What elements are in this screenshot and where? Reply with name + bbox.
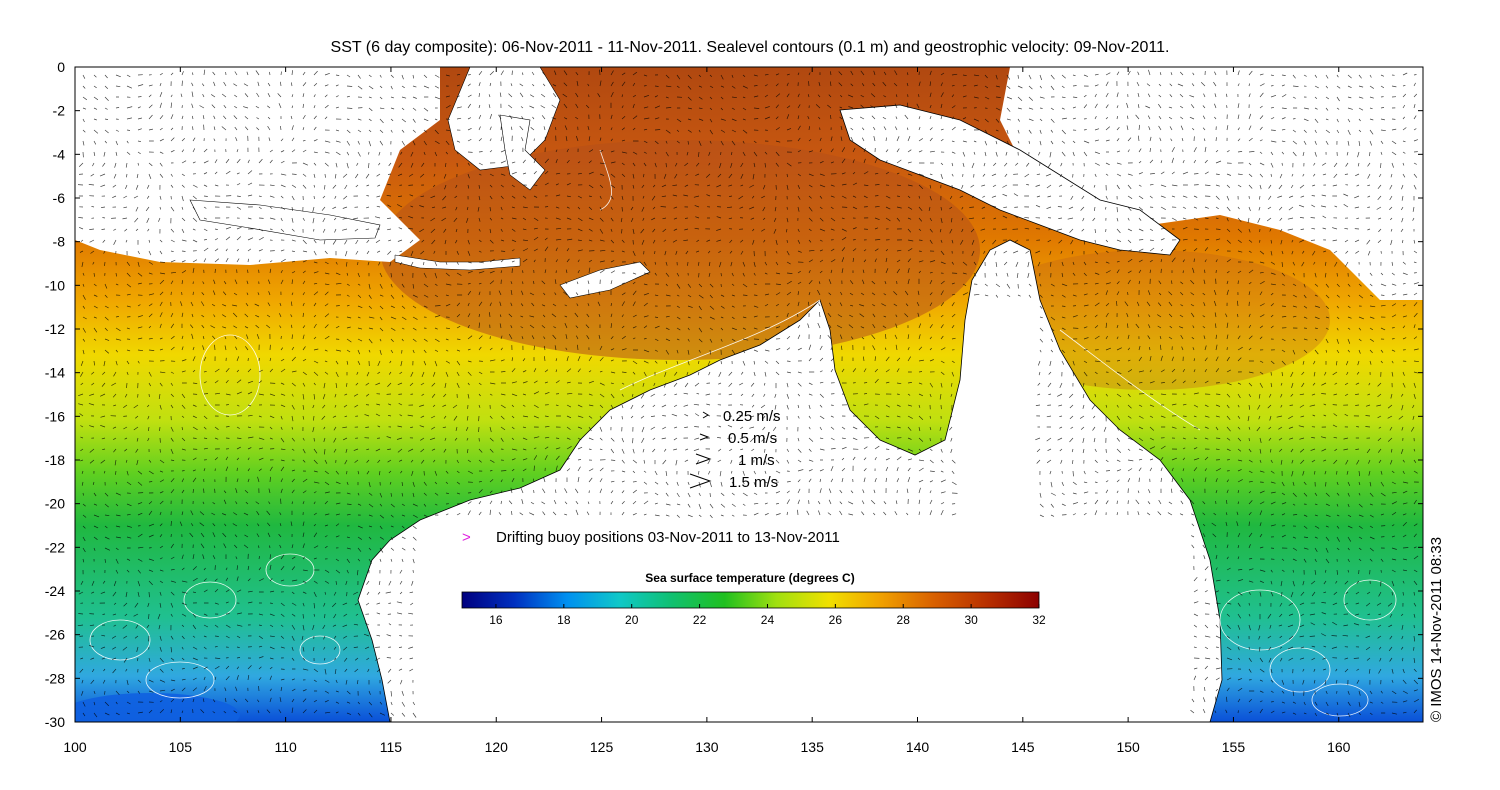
y-tick-label: -4 (53, 146, 66, 162)
velocity-arrow-0-5 (699, 433, 710, 441)
new-guinea-landmass (839, 104, 1181, 256)
velocity-arrows (77, 69, 1420, 718)
buoy-legend: > Drifting buoy positions 03-Nov-2011 to… (462, 529, 840, 546)
velocity-label-0-25: 0.25 m/s (723, 408, 781, 425)
x-tick-label: 160 (1327, 739, 1351, 755)
colorbar: Sea surface temperature (degrees C) 16 18… (461, 571, 1046, 627)
timor-landmass (559, 261, 651, 299)
warm-core-region (380, 140, 980, 360)
colorbar-scale (461, 591, 1040, 609)
colorbar-tick-label: 32 (1032, 613, 1046, 627)
velocity-label-0-5: 0.5 m/s (728, 430, 777, 447)
colorbar-tick-label: 30 (964, 613, 978, 627)
y-tick-label: -18 (45, 452, 65, 468)
x-tick-label: 135 (801, 739, 825, 755)
buoy-marker: > (462, 529, 471, 546)
colorbar-ticks: 16 18 20 22 24 26 28 30 32 (489, 604, 1046, 627)
colorbar-tick-label: 18 (557, 613, 571, 627)
buoy-legend-label: Drifting buoy positions 03-Nov-2011 to 1… (496, 529, 840, 546)
y-tick-label: 0 (57, 59, 65, 75)
plot-frame (74, 66, 1424, 723)
x-tick-label: 130 (695, 739, 719, 755)
colorbar-tick-label: 16 (489, 613, 503, 627)
velocity-arrow-1 (695, 453, 712, 465)
y-tick-label: -22 (45, 539, 65, 555)
x-tick-label: 110 (274, 739, 297, 755)
sulawesi-landmass (499, 114, 546, 191)
velocity-label-1-5: 1.5 m/s (729, 474, 778, 491)
cloud-mask-top-left-strip (75, 67, 440, 110)
velocity-legend: 0.25 m/s 0.5 m/s 1 m/s 1.5 m/s (689, 408, 781, 491)
y-tick-label: -12 (45, 321, 65, 337)
x-tick-label: 115 (380, 739, 403, 755)
copyright-credit: © IMOS 14-Nov-2011 08:33 (1428, 537, 1445, 722)
figure-title: SST (6 day composite): 06-Nov-2011 - 11-… (331, 39, 1170, 56)
y-tick-label: -6 (53, 190, 66, 206)
x-tick-label: 145 (1011, 739, 1035, 755)
y-tick-label: -2 (53, 103, 66, 119)
y-tick-label: -16 (45, 408, 65, 424)
velocity-arrow-1-5 (689, 473, 712, 489)
y-tick-label: -30 (45, 714, 65, 730)
colorbar-tick-label: 28 (897, 613, 911, 627)
y-tick-label: -14 (45, 365, 65, 381)
y-tick-label: -24 (45, 583, 65, 599)
x-tick-label: 105 (169, 739, 193, 755)
cool-southwest-region (75, 693, 240, 722)
cloud-mask-north-west (75, 67, 440, 265)
velocity-arrow-field (77, 69, 1420, 718)
y-tick-label: -26 (45, 627, 65, 643)
y-tick-label: -8 (53, 234, 66, 250)
x-tick-label: 150 (1116, 739, 1140, 755)
x-tick-label: 100 (63, 739, 87, 755)
velocity-legend-item: 1.5 m/s (689, 473, 778, 491)
colorbar-tick-label: 26 (829, 613, 843, 627)
x-tick-label: 125 (590, 739, 614, 755)
x-tick-label: 140 (906, 739, 930, 755)
x-tick-label: 120 (485, 739, 509, 755)
y-axis: 0 -2 -4 -6 -8 -10 -12 -14 -16 -18 -20 -22 -24 -26 -28 -… (45, 59, 1423, 730)
velocity-legend-item: 1 m/s (695, 452, 775, 469)
velocity-label-1: 1 m/s (738, 452, 775, 469)
plot-area (75, 67, 1423, 722)
x-axis: 100 105 110 115 120 125 130 135 140 145 150 155 160 (63, 67, 1351, 755)
velocity-legend-item: 0.25 m/s (702, 408, 781, 425)
x-tick-label: 155 (1222, 739, 1246, 755)
y-tick-label: -20 (45, 496, 65, 512)
colorbar-tick-label: 22 (693, 613, 707, 627)
velocity-arrow-0-25 (702, 411, 709, 419)
colorbar-tick-label: 20 (625, 613, 639, 627)
velocity-legend-item: 0.5 m/s (699, 430, 777, 447)
colorbar-tick-label: 24 (761, 613, 775, 627)
cloud-mask-north-east (1000, 67, 1423, 300)
y-tick-label: -28 (45, 670, 65, 686)
y-tick-label: -10 (45, 277, 65, 293)
colorbar-title: Sea surface temperature (degrees C) (645, 571, 854, 585)
